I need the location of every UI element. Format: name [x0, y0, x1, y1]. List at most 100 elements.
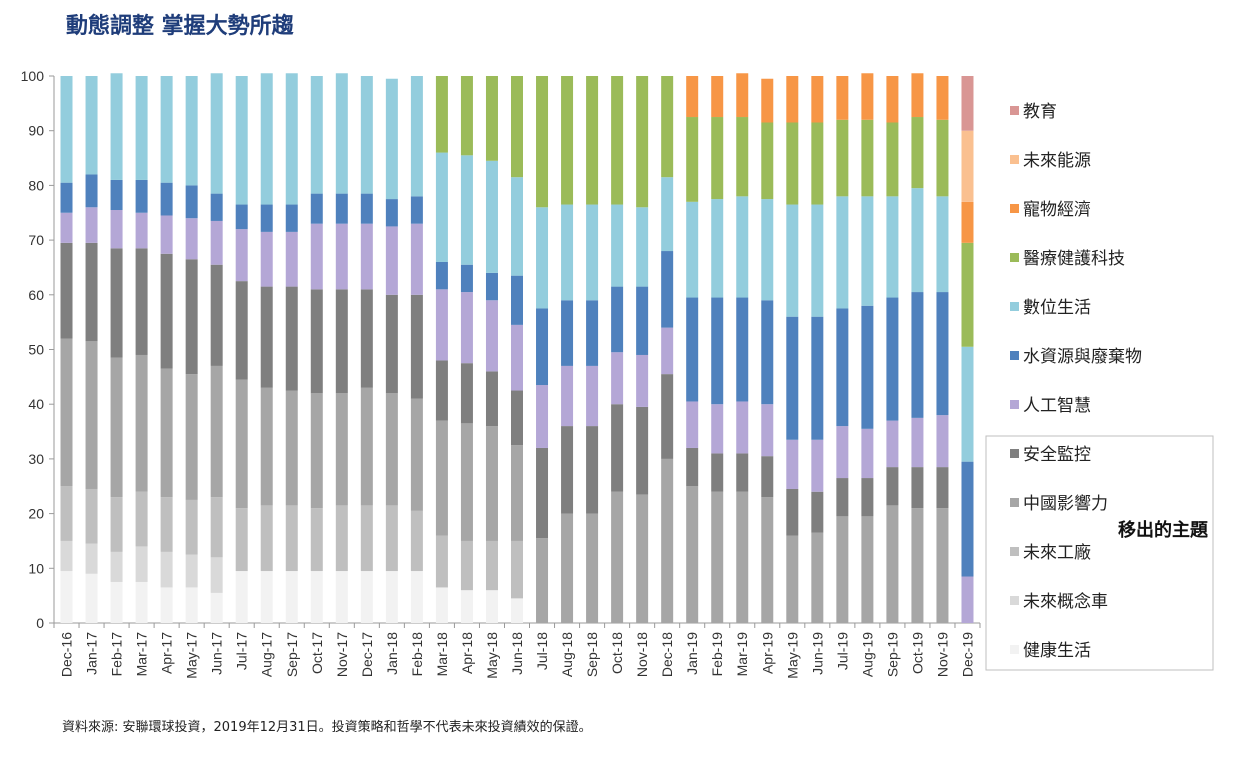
legend-label: 安全監控	[1023, 445, 1091, 465]
bar-segment	[786, 204, 799, 317]
x-tick-label: Oct-17	[309, 632, 325, 674]
bar-segment	[686, 401, 699, 448]
bar-segment	[686, 117, 699, 202]
y-tick-label: 20	[28, 506, 44, 522]
x-tick-label: Dec-16	[59, 632, 75, 677]
bar-segment	[961, 76, 974, 131]
bar-segment	[485, 76, 498, 161]
bar-segment	[485, 590, 498, 623]
bar-segment	[886, 196, 899, 298]
bar-segment	[661, 76, 674, 178]
bar-segment	[385, 226, 398, 295]
bar-segment	[135, 76, 148, 180]
bar-segment	[360, 571, 373, 623]
bar-segment	[110, 248, 123, 358]
bar-segment	[761, 199, 774, 301]
bar-segment	[135, 581, 148, 623]
bar-segment	[360, 289, 373, 388]
bar-segment	[936, 119, 949, 197]
bar-segment	[485, 160, 498, 273]
source-note: 資料來源: 安聯環球投資，2019年12月31日。投資策略和哲學不代表未來投資績…	[62, 720, 592, 735]
bar-segment	[786, 122, 799, 205]
bar-segment	[786, 76, 799, 123]
bar-segment	[185, 554, 198, 588]
removed-themes-box	[985, 435, 1214, 671]
bar-segment	[911, 188, 924, 293]
bar-segment	[310, 76, 323, 194]
bar-segment	[761, 456, 774, 498]
bar-segment	[861, 305, 874, 429]
bar-segment	[460, 264, 473, 293]
x-tick-label: Apr-17	[159, 632, 175, 674]
bar-segment	[135, 354, 148, 492]
bar-segment	[160, 253, 173, 369]
bar-segment	[60, 76, 73, 183]
y-tick-label: 50	[28, 342, 44, 358]
bar-segment	[636, 207, 649, 287]
bar-segment	[811, 491, 824, 533]
legend-label: 數位生活	[1023, 298, 1091, 318]
x-tick-label: Feb-18	[409, 632, 425, 677]
bar-segment	[711, 453, 724, 492]
bar-segment	[886, 505, 899, 623]
bar-segment	[661, 458, 674, 623]
bars-group	[60, 73, 974, 623]
bar-segment	[561, 76, 574, 205]
x-tick-label: Jun-18	[509, 632, 525, 675]
bar-segment	[936, 196, 949, 293]
bar-segment	[435, 261, 448, 290]
legend-swatch	[1010, 155, 1019, 164]
bar-segment	[435, 587, 448, 623]
x-tick-label: Dec-17	[359, 632, 375, 677]
bar-segment	[911, 117, 924, 189]
x-tick-label: Jun-19	[809, 632, 825, 675]
bar-segment	[736, 401, 749, 454]
bar-segment	[536, 538, 549, 623]
bar-segment	[235, 229, 248, 282]
x-tick-label: Sep-19	[884, 632, 900, 677]
bar-segment	[611, 76, 624, 205]
bar-segment	[110, 357, 123, 498]
x-tick-label: Jul-18	[534, 632, 550, 670]
bar-segment	[260, 73, 273, 205]
x-tick-label: May-18	[484, 632, 500, 679]
bar-segment	[836, 308, 849, 427]
bar-segment	[786, 535, 799, 623]
bar-segment	[85, 242, 98, 342]
bar-segment	[260, 231, 273, 287]
bar-segment	[961, 461, 974, 577]
bar-segment	[586, 513, 599, 623]
bar-segment	[961, 576, 974, 623]
bar-segment	[736, 196, 749, 298]
legend-label: 寵物經濟	[1023, 200, 1091, 220]
bar-segment	[60, 212, 73, 243]
bar-segment	[85, 341, 98, 489]
bar-segment	[210, 264, 223, 366]
bar-segment	[911, 73, 924, 118]
bar-segment	[761, 497, 774, 623]
x-tick-label: Oct-18	[609, 632, 625, 674]
bar-segment	[410, 223, 423, 295]
bar-segment	[85, 174, 98, 208]
bar-segment	[636, 286, 649, 355]
bar-segment	[110, 581, 123, 623]
bar-segment	[110, 73, 123, 180]
bar-segment	[360, 505, 373, 572]
bar-segment	[485, 426, 498, 541]
x-tick-label: Aug-19	[859, 632, 875, 677]
x-tick-label: Feb-17	[109, 632, 125, 677]
bar-segment	[611, 491, 624, 623]
bar-segment	[861, 196, 874, 306]
legend-label: 人工智慧	[1023, 396, 1091, 416]
bar-segment	[836, 196, 849, 309]
bar-segment	[586, 365, 599, 427]
y-tick-label: 70	[28, 232, 44, 248]
bar-segment	[836, 119, 849, 197]
bar-segment	[861, 516, 874, 623]
axes: 0 10 20 30 40 50 60 70 80 90 100 Dec-16 Jan-17 Feb-17…	[21, 68, 981, 679]
bar-segment	[85, 573, 98, 623]
y-tick-label: 40	[28, 396, 44, 412]
bar-segment	[636, 76, 649, 208]
bar-segment	[210, 365, 223, 498]
bar-segment	[435, 360, 448, 421]
